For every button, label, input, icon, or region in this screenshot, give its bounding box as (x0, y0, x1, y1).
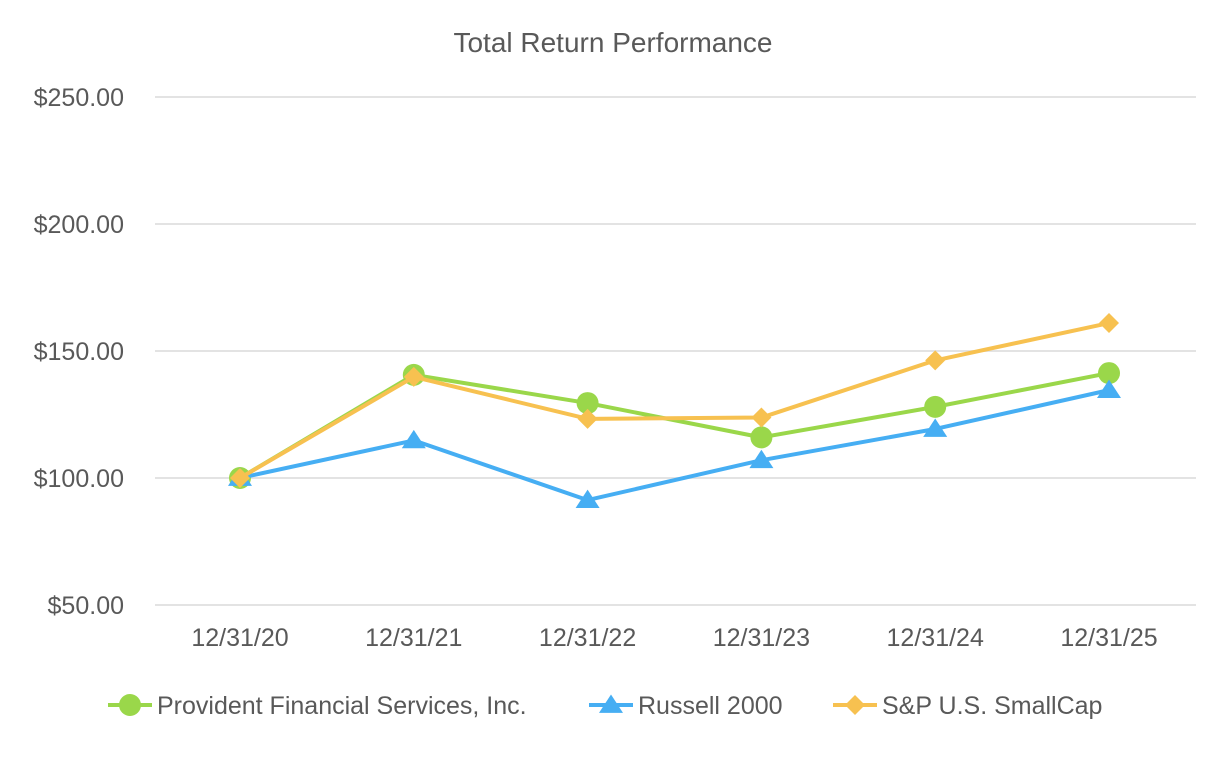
legend-label: S&P U.S. SmallCap (882, 692, 1102, 720)
series-diamond-group (230, 313, 1119, 488)
x-tick-label: 12/31/22 (539, 624, 636, 652)
data-point (750, 426, 773, 449)
series-line (238, 321, 1111, 480)
data-point (401, 429, 426, 449)
x-tick-label: 12/31/25 (1060, 624, 1157, 652)
data-point (923, 418, 948, 437)
x-axis-tick-labels: 12/31/20 12/31/21 12/31/22 12/31/23 12/31/24… (191, 624, 1157, 652)
x-tick-label: 12/31/23 (713, 624, 810, 652)
legend-item: Russell 2000 (589, 692, 783, 720)
x-tick-label: 12/31/21 (365, 624, 462, 652)
series-triangle-group (228, 379, 1121, 508)
legend-marker (599, 694, 623, 713)
legend: Provident Financial Services, Inc. Russel… (108, 692, 1102, 720)
data-point (751, 407, 772, 428)
series-layer (228, 313, 1121, 508)
data-point (1097, 379, 1121, 398)
y-tick-label: $50.00 (48, 592, 124, 620)
series-circle-group (229, 362, 1120, 489)
data-point (577, 408, 598, 429)
data-point (575, 489, 600, 508)
y-tick-label: $250.00 (34, 84, 124, 112)
legend-label: Russell 2000 (638, 692, 783, 720)
x-tick-label: 12/31/20 (191, 624, 288, 652)
y-tick-label: $200.00 (34, 211, 124, 239)
legend-marker (845, 695, 865, 715)
chart-title: Total Return Performance (453, 27, 772, 58)
data-point (230, 468, 250, 488)
grid-lines (155, 96, 1196, 606)
data-point (1098, 362, 1120, 385)
data-point (403, 366, 424, 387)
y-tick-label: $150.00 (34, 338, 124, 366)
data-point (925, 350, 946, 371)
data-point (749, 449, 774, 469)
x-tick-label: 12/31/24 (887, 624, 984, 652)
legend-item: Provident Financial Services, Inc. (108, 692, 527, 720)
y-tick-label: $100.00 (34, 465, 124, 493)
legend-label: Provident Financial Services, Inc. (157, 692, 527, 720)
legend-marker (119, 694, 141, 716)
data-point (924, 395, 947, 418)
data-point (1099, 313, 1119, 334)
series-line (238, 388, 1111, 503)
y-axis-tick-labels: $50.00 $100.00 $150.00 $200.00 $250.00 (34, 84, 124, 620)
series-line (238, 371, 1111, 480)
legend-item: S&P U.S. SmallCap (833, 692, 1102, 720)
data-point (576, 392, 599, 415)
